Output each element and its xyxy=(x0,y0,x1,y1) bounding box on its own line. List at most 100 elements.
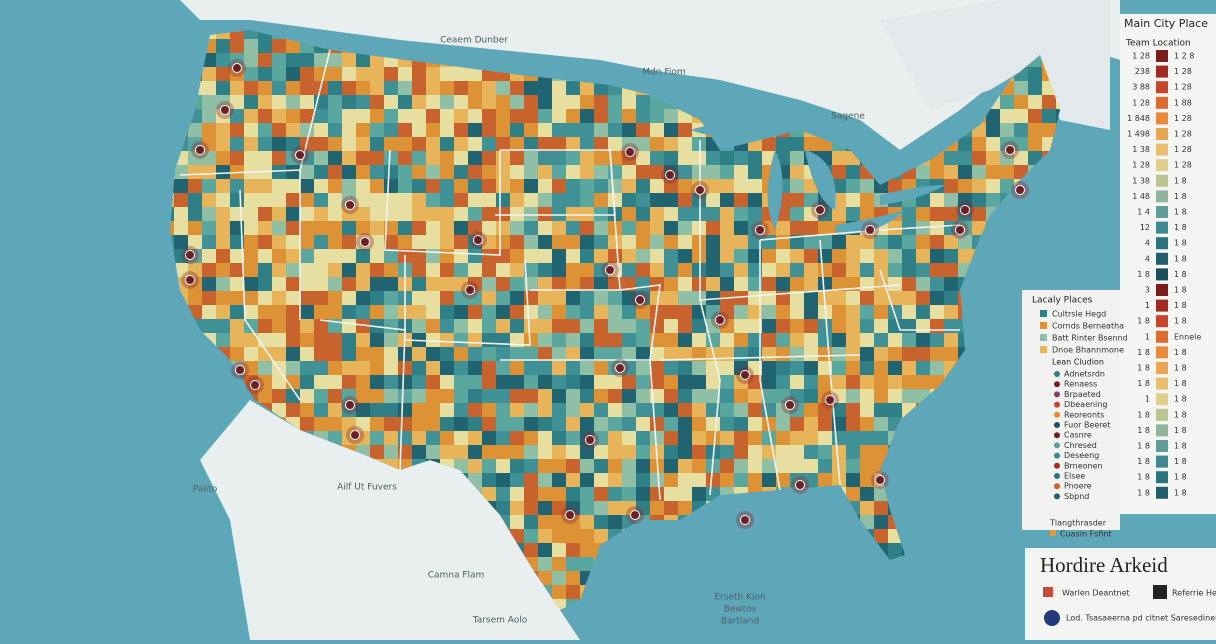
region-cell xyxy=(244,361,258,375)
region-cell xyxy=(804,249,818,263)
region-cell xyxy=(272,39,286,53)
region-cell xyxy=(790,291,804,305)
region-cell xyxy=(412,361,426,375)
state-borders xyxy=(179,49,961,501)
region-cell xyxy=(874,571,888,585)
symbol-icon xyxy=(1054,422,1060,428)
region-cell xyxy=(930,207,944,221)
region-cell xyxy=(566,193,580,207)
region-cell xyxy=(888,179,902,193)
region-cell xyxy=(566,389,580,403)
region-cell xyxy=(902,277,916,291)
symbol-icon xyxy=(1054,391,1060,398)
region-cell xyxy=(944,389,958,403)
region-cell xyxy=(930,151,944,165)
info-panel: Hordire Arkeid Warlen Deantnet Referrie … xyxy=(1025,548,1216,640)
region-cell xyxy=(496,67,510,81)
region-cell xyxy=(762,347,776,361)
region-cell xyxy=(580,613,594,627)
info-title: Hordire Arkeid xyxy=(1040,553,1168,577)
region-cell xyxy=(958,599,972,610)
region-cell xyxy=(790,333,804,347)
region-cell xyxy=(916,333,930,347)
region-cell xyxy=(538,375,552,389)
region-cell xyxy=(846,291,860,305)
region-cell xyxy=(972,249,986,263)
region-cell xyxy=(706,305,720,319)
region-cell xyxy=(692,459,706,473)
legend-value: 1 8 xyxy=(1137,379,1150,388)
region-cell xyxy=(524,347,538,361)
region-cell xyxy=(538,249,552,263)
region-cell xyxy=(384,417,398,431)
region-cell xyxy=(776,347,790,361)
region-cell xyxy=(342,67,356,81)
region-cell xyxy=(272,375,286,389)
region-cell xyxy=(888,235,902,249)
region-cell xyxy=(846,333,860,347)
region-cell xyxy=(1000,109,1014,123)
region-cell xyxy=(818,417,832,431)
region-cell xyxy=(972,319,986,333)
region-cell xyxy=(426,123,440,137)
region-cell xyxy=(1014,529,1028,543)
region-cell xyxy=(174,571,188,585)
region-cell xyxy=(846,445,860,459)
city-marker xyxy=(875,475,885,485)
region-cell xyxy=(804,473,818,487)
map-label: Bewtos xyxy=(724,605,757,615)
region-cell xyxy=(496,207,510,221)
region-cell xyxy=(594,599,608,610)
region-cell xyxy=(734,179,748,193)
region-cell xyxy=(342,165,356,179)
region-cell xyxy=(258,221,272,235)
region-cell xyxy=(552,165,566,179)
region-cell xyxy=(944,445,958,459)
symbol-item: Deseeng xyxy=(1064,451,1099,460)
region-cell xyxy=(916,375,930,389)
region-cell xyxy=(174,30,188,39)
region-cell xyxy=(944,571,958,585)
region-cell xyxy=(678,165,692,179)
region-cell xyxy=(902,235,916,249)
region-cell xyxy=(594,277,608,291)
city-marker xyxy=(615,363,625,373)
region-cell xyxy=(650,585,664,599)
legend-value: 1 28 xyxy=(1174,67,1192,76)
region-cell xyxy=(706,179,720,193)
region-cell xyxy=(216,123,230,137)
region-cell xyxy=(188,389,202,403)
region-cell xyxy=(510,389,524,403)
region-cell xyxy=(174,81,188,95)
region-cell xyxy=(650,417,664,431)
region-cell xyxy=(944,473,958,487)
region-cell xyxy=(216,81,230,95)
region-cell xyxy=(734,571,748,585)
region-cell xyxy=(930,515,944,529)
region-cell xyxy=(972,529,986,543)
region-cell xyxy=(202,599,216,610)
region-cell xyxy=(622,221,636,235)
region-cell xyxy=(608,235,622,249)
region-cell xyxy=(202,571,216,585)
region-cell xyxy=(538,361,552,375)
region-cell xyxy=(202,81,216,95)
region-cell xyxy=(888,557,902,571)
region-cell xyxy=(664,403,678,417)
region-cell xyxy=(860,403,874,417)
region-cell xyxy=(356,81,370,95)
region-cell xyxy=(552,81,566,95)
region-cell xyxy=(1000,599,1014,610)
legend-swatch xyxy=(1156,128,1168,140)
region-cell xyxy=(664,263,678,277)
region-cell xyxy=(594,459,608,473)
city-marker xyxy=(465,285,475,295)
region-cell xyxy=(580,235,594,249)
region-cell xyxy=(846,487,860,501)
region-cell xyxy=(594,585,608,599)
region-cell xyxy=(762,361,776,375)
map-label: Erseth Kion xyxy=(714,593,765,603)
region-cell xyxy=(664,417,678,431)
region-cell xyxy=(524,459,538,473)
region-cell xyxy=(930,501,944,515)
